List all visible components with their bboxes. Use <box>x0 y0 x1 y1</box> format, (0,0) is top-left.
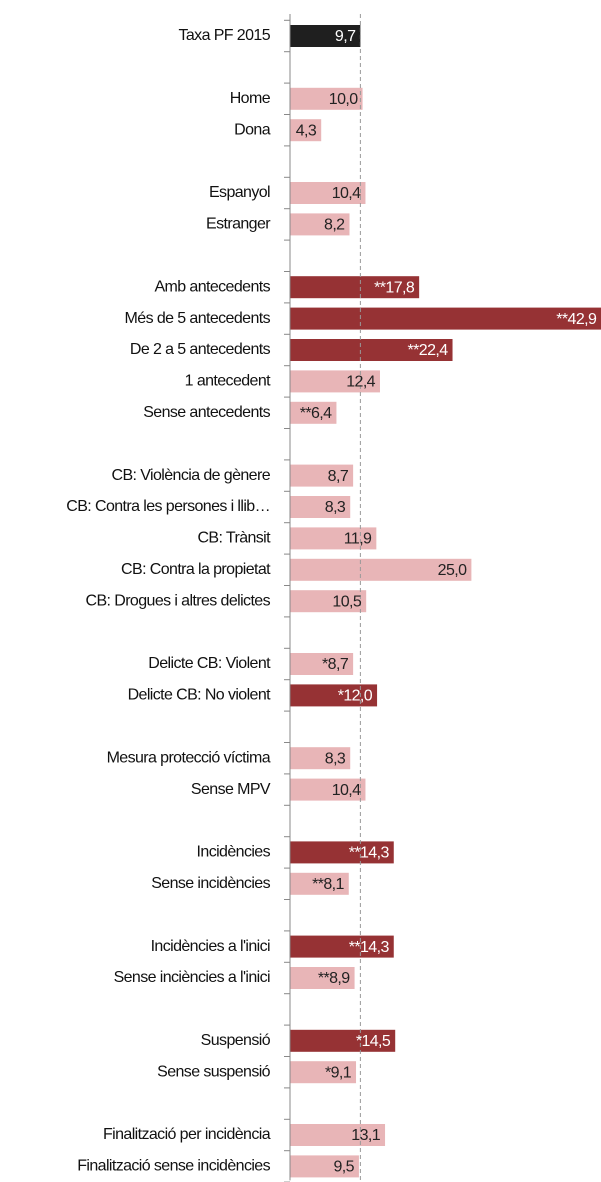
bar <box>290 87 363 110</box>
value-label: *9,1 <box>325 1064 352 1081</box>
value-label: **42,9 <box>556 311 597 328</box>
category-label: Incidències a l'inici <box>151 938 270 955</box>
value-label: 8,2 <box>324 217 345 234</box>
category-label: CB: Drogues i altres delictes <box>86 592 271 609</box>
bar <box>290 747 351 770</box>
category-label: Sense MPV <box>191 781 271 798</box>
category-label: Delicte CB: No violent <box>128 687 272 704</box>
value-label: *14,5 <box>356 1033 391 1050</box>
bar <box>290 1155 359 1178</box>
value-label: 10,4 <box>332 185 361 202</box>
bar <box>290 527 377 550</box>
category-label: Delicte CB: Violent <box>148 655 271 672</box>
category-label: Taxa PF 2015 <box>178 27 270 44</box>
category-label: Més de 5 antecedents <box>125 310 271 327</box>
bar <box>290 590 367 613</box>
value-label: **14,3 <box>349 845 390 862</box>
category-label: De 2 a 5 antecedents <box>130 341 271 358</box>
category-label: Sense suspensió <box>157 1063 271 1080</box>
category-label: 1 antecedent <box>185 373 271 390</box>
bar <box>290 935 394 958</box>
value-label: 10,0 <box>329 91 358 108</box>
bar <box>290 276 420 299</box>
value-label: **8,1 <box>312 876 344 893</box>
value-label: 10,4 <box>332 782 361 799</box>
category-label: Estranger <box>206 216 271 233</box>
value-label: **22,4 <box>408 342 449 359</box>
value-label: **17,8 <box>374 279 415 296</box>
value-label: *12,0 <box>338 688 373 705</box>
category-label: Incidències <box>197 844 271 861</box>
value-label: 11,9 <box>344 531 372 548</box>
bar <box>290 25 361 47</box>
category-label: Sense incidències <box>151 875 270 892</box>
category-label: Sense antecedents <box>143 404 270 421</box>
category-label: Amb antecedents <box>154 278 270 295</box>
category-label: Mesura protecció víctima <box>107 749 271 766</box>
value-label: 13,1 <box>351 1127 380 1144</box>
bar <box>290 653 354 675</box>
bar <box>290 1029 396 1052</box>
value-label: 9,7 <box>335 28 356 45</box>
category-label: Finalització sense incidències <box>77 1158 270 1175</box>
value-label: 12,4 <box>346 374 375 391</box>
category-label: CB: Violència de gènere <box>112 467 271 484</box>
bar <box>290 370 380 393</box>
category-label: CB: Contra les persones i llib… <box>66 498 270 515</box>
value-label: 10,5 <box>332 593 361 610</box>
value-label: 8,7 <box>328 468 349 485</box>
value-label: **8,9 <box>318 970 350 987</box>
value-label: 8,3 <box>325 750 346 767</box>
bar <box>290 684 378 707</box>
bar <box>290 401 337 424</box>
bar <box>290 872 349 895</box>
bar <box>290 213 350 236</box>
bar <box>290 1061 357 1084</box>
category-label: CB: Contra la propietat <box>121 561 271 578</box>
bar <box>290 967 355 989</box>
value-label: 9,5 <box>333 1159 354 1176</box>
bar <box>290 464 354 487</box>
bar <box>290 182 366 204</box>
value-label: **6,4 <box>300 405 332 422</box>
category-label: Dona <box>234 121 271 138</box>
category-label: Espanyol <box>209 184 270 201</box>
bar <box>290 778 366 801</box>
bar <box>290 339 453 361</box>
category-label: Finalització per incidència <box>103 1126 271 1143</box>
bar <box>290 841 394 864</box>
value-label: 8,3 <box>325 499 346 516</box>
bar <box>290 496 351 518</box>
value-label: 4,3 <box>296 122 317 139</box>
bar <box>290 558 472 581</box>
bar <box>290 1124 386 1146</box>
category-label: Suspensió <box>201 1032 271 1049</box>
category-label: Sense inciències a l'inici <box>114 969 270 986</box>
value-label: 25,0 <box>438 562 467 579</box>
value-label: **14,3 <box>349 939 390 956</box>
category-label: Home <box>230 90 271 107</box>
bar <box>290 119 322 142</box>
bar <box>290 307 601 330</box>
value-label: *8,7 <box>322 656 349 673</box>
category-label: CB: Trànsit <box>197 530 271 547</box>
